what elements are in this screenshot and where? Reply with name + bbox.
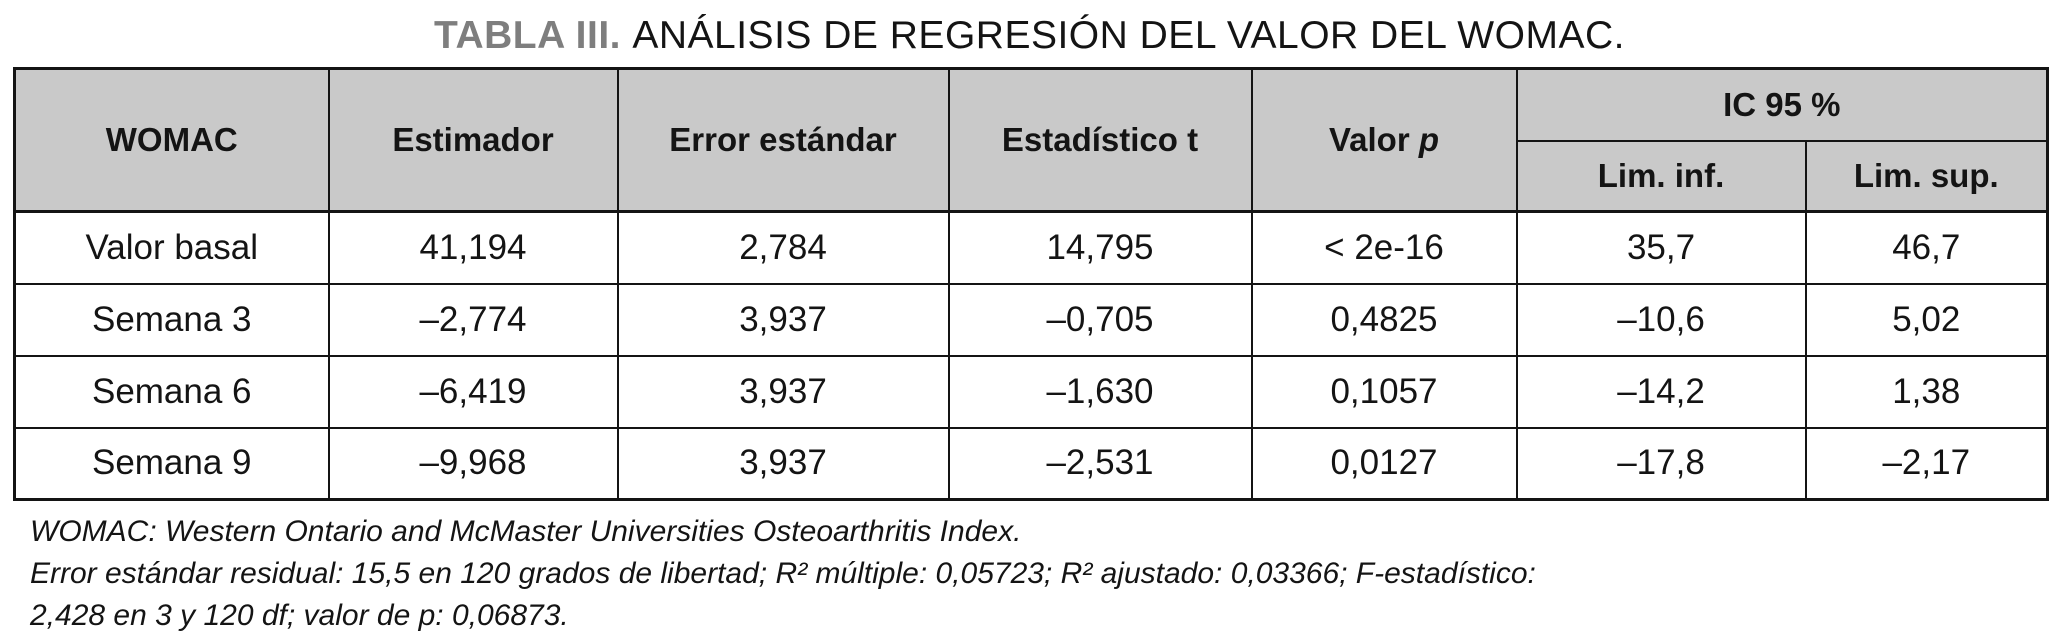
table-row: Valor basal 41,194 2,784 14,795 < 2e-16 … — [13, 210, 2049, 285]
cell-estimador: –6,419 — [327, 354, 619, 429]
cell-lim-inf: –10,6 — [1515, 282, 1807, 357]
cell-estimador: 41,194 — [327, 210, 619, 285]
header-lim-sup: Lim. sup. — [1804, 139, 2049, 213]
cell-lim-inf: –14,2 — [1515, 354, 1807, 429]
cell-womac: Semana 3 — [13, 282, 330, 357]
header-estimador: Estimador — [327, 67, 619, 213]
cell-estadistico-t: –1,630 — [947, 354, 1253, 429]
header-lim-inf: Lim. inf. — [1515, 139, 1807, 213]
table-footnotes: WOMAC: Western Ontario and McMaster Univ… — [30, 511, 2059, 637]
footnote-model-stats-line2: 2,428 en 3 y 120 df; valor de p: 0,06873… — [30, 599, 569, 632]
cell-lim-inf: 35,7 — [1515, 210, 1807, 285]
cell-womac: Semana 6 — [13, 354, 330, 429]
cell-estadistico-t: –0,705 — [947, 282, 1253, 357]
header-valor-p-symbol: p — [1418, 121, 1440, 158]
header-error-estandar: Error estándar — [616, 67, 950, 213]
cell-estimador: –2,774 — [327, 282, 619, 357]
cell-error-estandar: 2,784 — [616, 210, 950, 285]
cell-error-estandar: 3,937 — [616, 426, 950, 501]
cell-lim-inf: –17,8 — [1515, 426, 1807, 501]
header-estadistico-t: Estadístico t — [947, 67, 1253, 213]
cell-womac: Valor basal — [13, 210, 330, 285]
cell-valor-p: 0,4825 — [1250, 282, 1518, 357]
footnote-model-stats-line1: Error estándar residual: 15,5 en 120 gra… — [30, 557, 1536, 590]
cell-error-estandar: 3,937 — [616, 354, 950, 429]
cell-estadistico-t: 14,795 — [947, 210, 1253, 285]
table-row: Semana 6 –6,419 3,937 –1,630 0,1057 –14,… — [13, 354, 2049, 429]
table-row: Semana 3 –2,774 3,937 –0,705 0,4825 –10,… — [13, 282, 2049, 357]
title-spacer — [621, 14, 632, 57]
cell-lim-sup: 1,38 — [1804, 354, 2049, 429]
cell-valor-p: < 2e-16 — [1250, 210, 1518, 285]
cell-lim-sup: 5,02 — [1804, 282, 2049, 357]
table-title-label: TABLA III. — [434, 14, 621, 57]
table-body: Valor basal 41,194 2,784 14,795 < 2e-16 … — [13, 210, 2049, 501]
cell-estimador: –9,968 — [327, 426, 619, 501]
regression-table: WOMAC Estimador Error estándar Estadísti… — [13, 67, 2050, 501]
cell-lim-sup: 46,7 — [1804, 210, 2049, 285]
cell-womac: Semana 9 — [13, 426, 330, 501]
cell-lim-sup: –2,17 — [1804, 426, 2049, 501]
cell-valor-p: 0,1057 — [1250, 354, 1518, 429]
cell-estadistico-t: –2,531 — [947, 426, 1253, 501]
table-title-text: ANÁLISIS DE REGRESIÓN DEL VALOR DEL WOMA… — [632, 14, 1625, 57]
header-ic95: IC 95 % — [1515, 67, 2049, 142]
table-row: Semana 9 –9,968 3,937 –2,531 0,0127 –17,… — [13, 426, 2049, 501]
cell-error-estandar: 3,937 — [616, 282, 950, 357]
header-valor-p: Valor p — [1250, 67, 1518, 213]
header-womac: WOMAC — [13, 67, 330, 213]
table-title: TABLA III. ANÁLISIS DE REGRESIÓN DEL VAL… — [0, 0, 2059, 58]
table-header: WOMAC Estimador Error estándar Estadísti… — [13, 67, 2049, 213]
footnote-womac-definition: WOMAC: Western Ontario and McMaster Univ… — [30, 515, 1022, 548]
cell-valor-p: 0,0127 — [1250, 426, 1518, 501]
header-valor-p-prefix: Valor — [1328, 121, 1419, 158]
